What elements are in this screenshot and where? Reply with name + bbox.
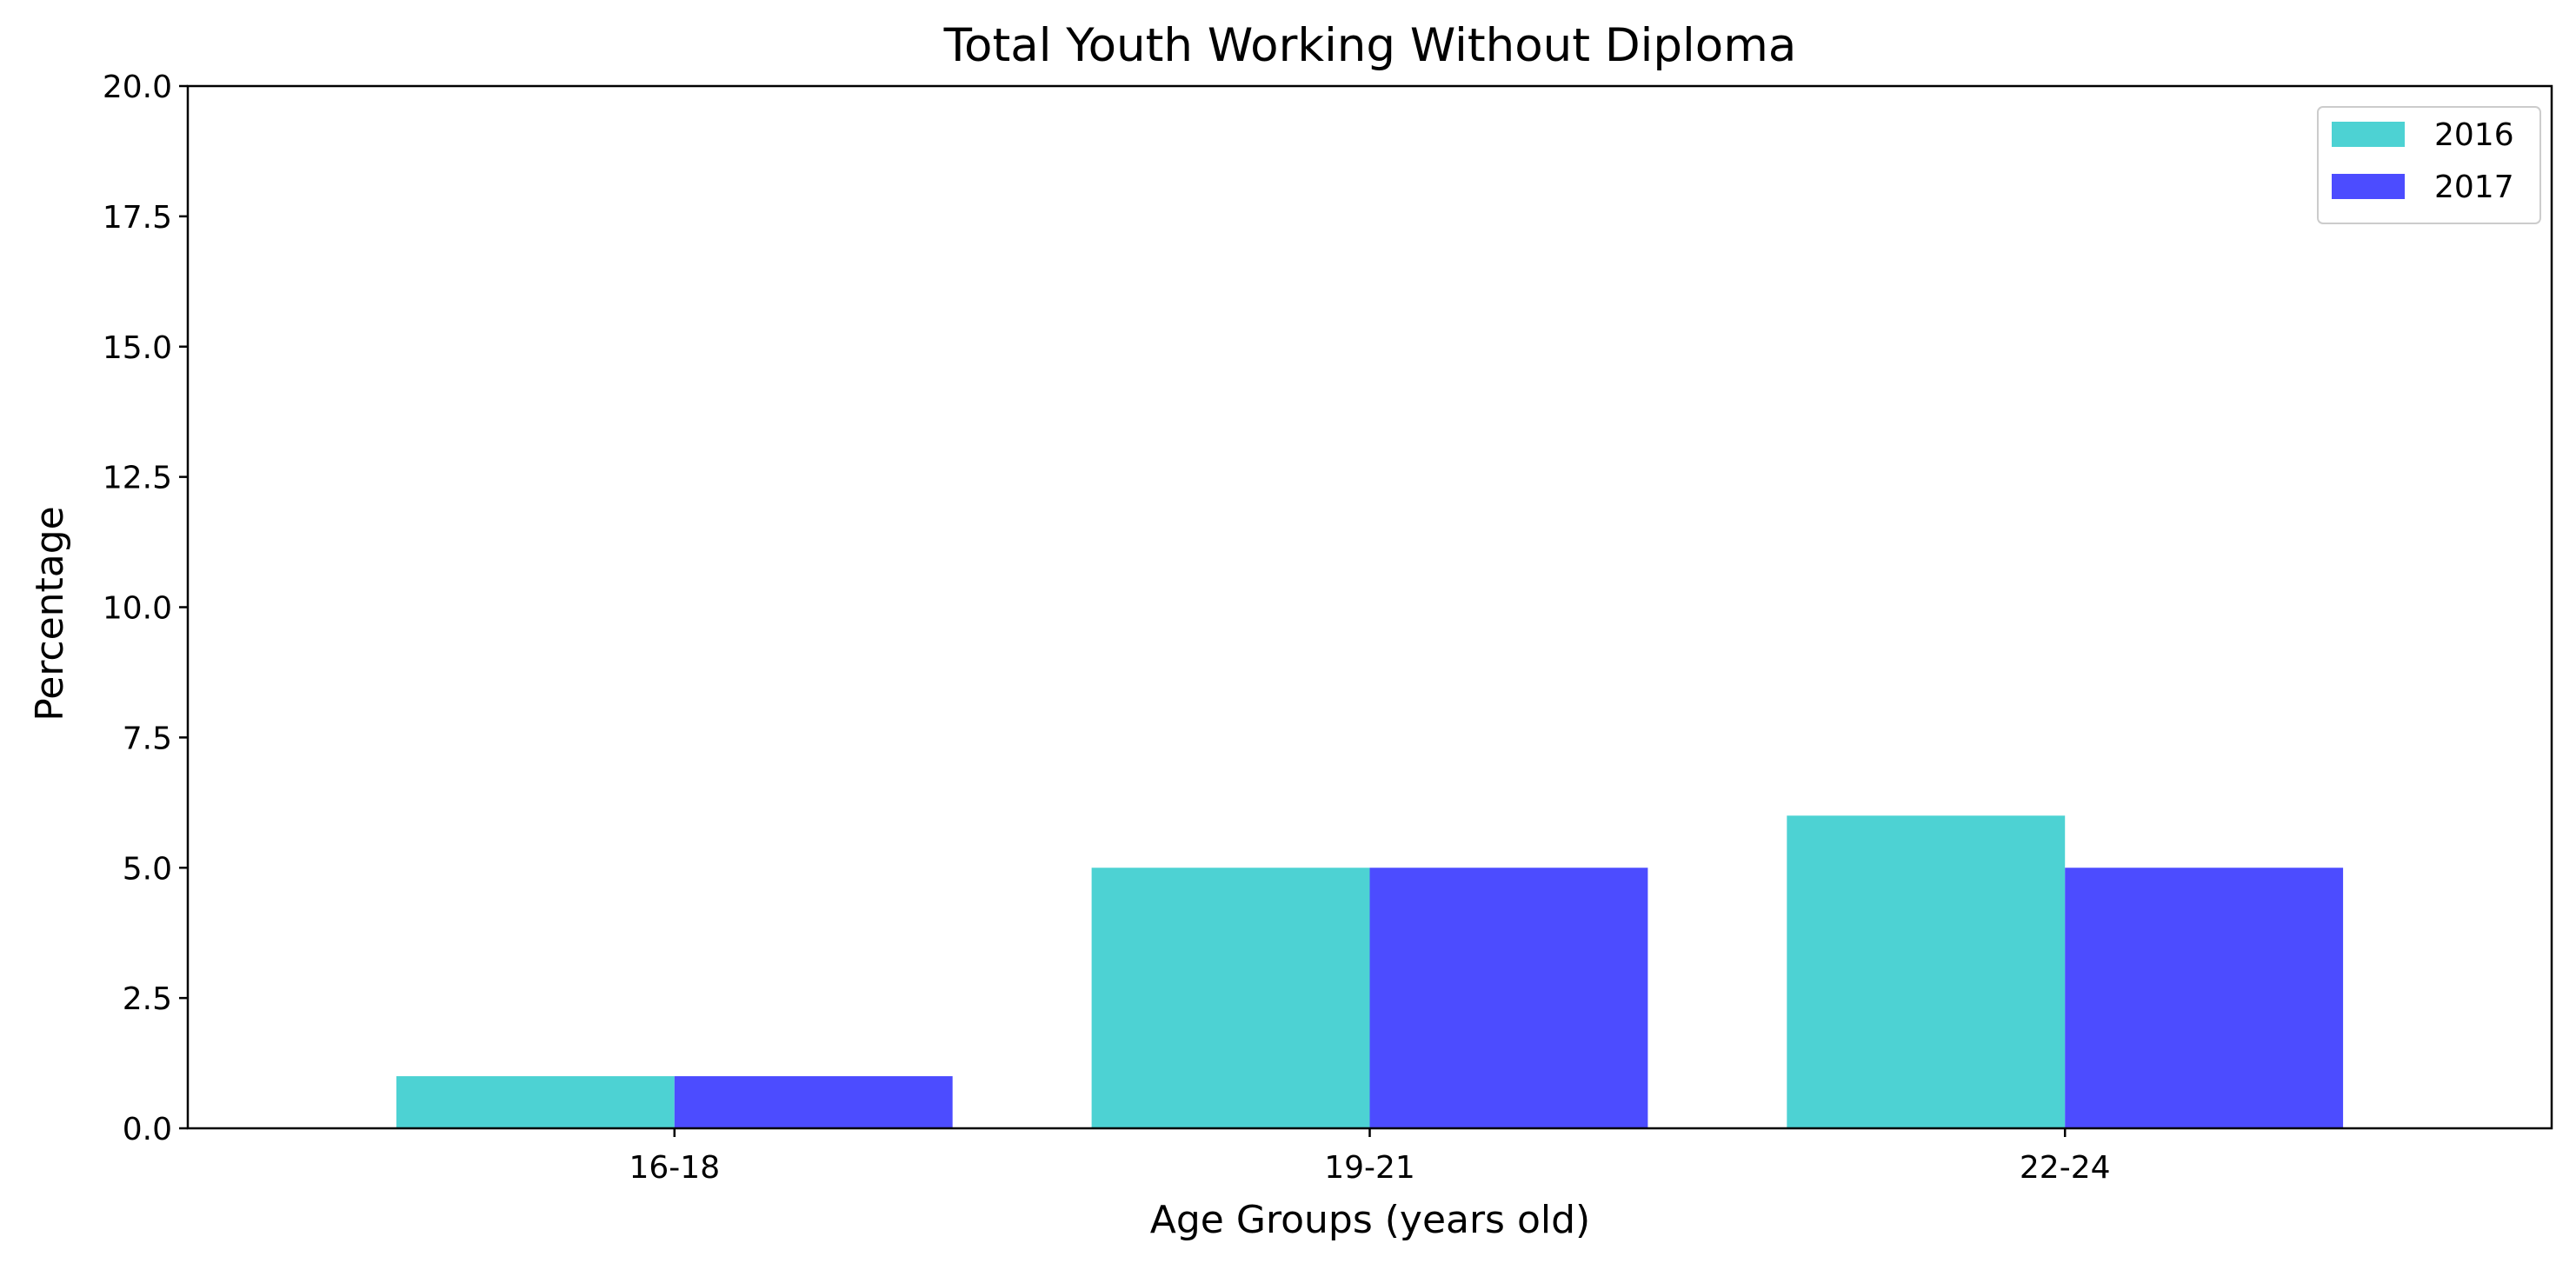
y-tick-label: 7.5 <box>123 721 172 756</box>
bar-2017-19-21 <box>1369 868 1648 1128</box>
bar-2017-22-24 <box>2065 868 2344 1128</box>
legend-swatch-2017 <box>2332 174 2405 199</box>
plot-frame <box>186 84 2553 1130</box>
legend-label-2016: 2016 <box>2434 117 2514 153</box>
bar-2017-16-18 <box>674 1076 953 1128</box>
y-axis-ticks: 0.0 2.5 5.0 7.5 10.0 12.5 15.0 17.5 20.0 <box>103 70 188 1147</box>
x-tick-label: 22-24 <box>2020 1150 2111 1186</box>
chart-title: Total Youth Working Without Diploma <box>943 19 1797 72</box>
bar-2016-16-18 <box>396 1076 675 1128</box>
legend-label-2017: 2017 <box>2434 170 2514 205</box>
y-tick-label: 12.5 <box>103 461 172 496</box>
y-tick-label: 0.0 <box>123 1112 172 1147</box>
x-tick-label: 19-21 <box>1324 1150 1415 1186</box>
bar-2016-19-21 <box>1091 868 1370 1128</box>
legend: 2016 2017 <box>2317 106 2541 224</box>
y-tick-label: 5.0 <box>123 851 172 887</box>
bar-2016-22-24 <box>1787 815 2066 1128</box>
y-tick-label: 17.5 <box>103 200 172 236</box>
y-tick-label: 15.0 <box>103 330 172 366</box>
x-tick-label: 16-18 <box>629 1150 720 1186</box>
y-tick-label: 10.0 <box>103 591 172 627</box>
y-tick-label: 20.0 <box>103 70 172 105</box>
legend-swatch-2016 <box>2332 122 2405 147</box>
x-axis-label: Age Groups (years old) <box>1150 1198 1590 1242</box>
x-axis-ticks: 16-18 19-21 22-24 <box>629 1128 2111 1186</box>
bars-group <box>396 815 2344 1128</box>
y-tick-label: 2.5 <box>123 981 172 1017</box>
y-axis-label: Percentage <box>28 506 72 721</box>
